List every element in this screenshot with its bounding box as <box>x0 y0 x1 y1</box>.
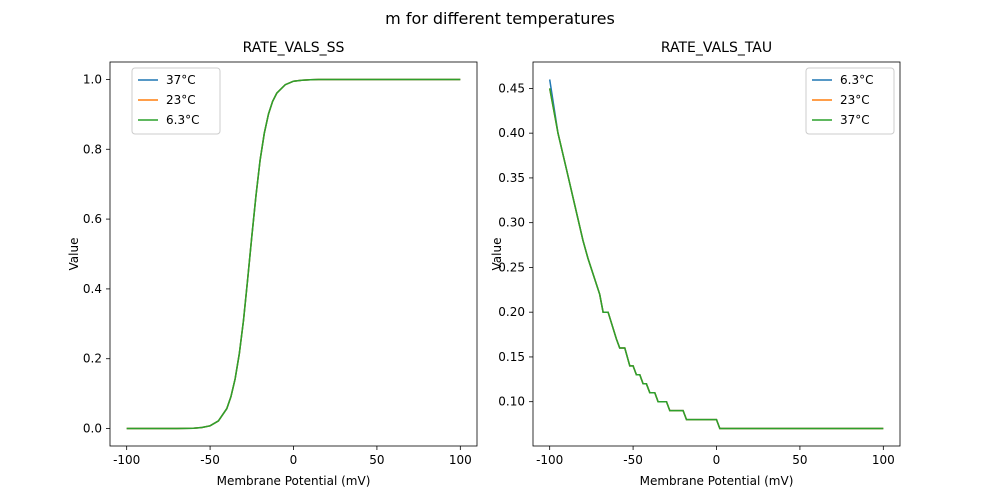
series-line-37°C <box>548 88 884 430</box>
y-tick-label: 0.35 <box>498 171 525 185</box>
y-tick-label: 0.2 <box>83 352 102 366</box>
legend-label: 6.3°C <box>166 113 199 127</box>
y-tick-label: 0.8 <box>83 142 102 156</box>
y-tick-label: 0.30 <box>498 216 525 230</box>
x-tick-label: 100 <box>872 453 895 467</box>
figure-title: m for different temperatures <box>385 9 615 28</box>
y-tick-label: 0.0 <box>83 422 102 436</box>
subplot-1: RATE_VALS_SS -100 -50 0 50 100 0.0 0.2 0.4 0.6 0.8… <box>67 40 478 488</box>
legend-box <box>805 67 895 135</box>
y-tick-label: 0.10 <box>498 395 525 409</box>
legend-label: 37°C <box>166 73 196 87</box>
y-tick-label: 0.15 <box>498 350 525 364</box>
axes-frame <box>532 61 901 447</box>
x-tick-label: 0 <box>290 453 298 467</box>
legend-label: 37°C <box>840 113 870 127</box>
series-line-6.3°C <box>126 78 461 430</box>
subplot-2: RATE_VALS_TAU -100 -50 0 50 100 0.10 0.15 0.20 0.… <box>490 40 901 488</box>
legend-label: 23°C <box>840 93 870 107</box>
y-tick-label: 0.45 <box>498 81 525 95</box>
x-tick-label: -100 <box>113 453 140 467</box>
axes-title: RATE_VALS_SS <box>243 40 345 56</box>
y-tick-label: 1.0 <box>83 72 102 86</box>
x-axis-label: Membrane Potential (mV) <box>217 474 371 488</box>
y-tick-label: 0.20 <box>498 305 525 319</box>
x-axis-label: Membrane Potential (mV) <box>640 474 794 488</box>
x-tick-label: -50 <box>623 453 643 467</box>
legend: 6.3°C 23°C 37°C <box>805 67 895 135</box>
x-tick-label: -100 <box>536 453 563 467</box>
y-tick-label: 0.4 <box>83 282 102 296</box>
x-tick-label: -50 <box>200 453 220 467</box>
y-tick-label: 0.40 <box>498 126 525 140</box>
legend-box <box>131 67 221 135</box>
x-tick-label: 50 <box>369 453 384 467</box>
legend-label: 6.3°C <box>840 73 873 87</box>
axes-frame <box>109 61 478 447</box>
legend-label: 23°C <box>166 93 196 107</box>
x-tick-label: 100 <box>449 453 472 467</box>
series-line-23°C <box>548 88 884 430</box>
legend: 37°C 23°C 6.3°C <box>131 67 221 135</box>
y-tick-label: 0.6 <box>83 212 102 226</box>
y-axis-label: Value <box>67 238 81 271</box>
x-tick-label: 50 <box>792 453 807 467</box>
axes-title: RATE_VALS_TAU <box>661 40 772 56</box>
x-tick-label: 0 <box>713 453 721 467</box>
y-tick-label: 0.25 <box>498 260 525 274</box>
y-axis-label: Value <box>490 238 504 271</box>
